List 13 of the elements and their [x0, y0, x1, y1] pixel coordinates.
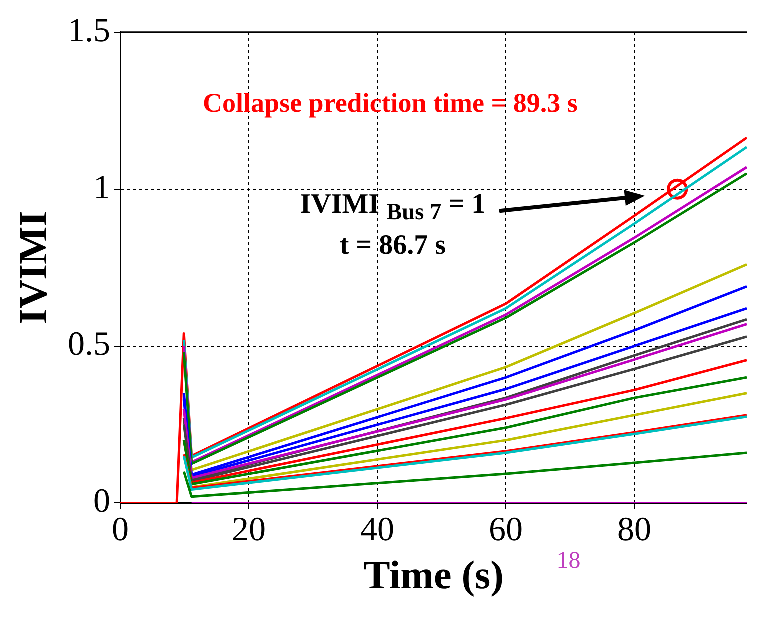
- y-tick-label: 0: [94, 483, 110, 520]
- x-axis-title: Time (s): [364, 552, 504, 598]
- x-tick-label: 80: [618, 512, 652, 549]
- text: 18: [556, 547, 582, 576]
- y-tick-label: 1.5: [68, 12, 110, 50]
- x-tick-label: 60: [489, 512, 524, 549]
- x-tick-label: 20: [232, 512, 266, 549]
- y-tick-label: 0.5: [68, 326, 110, 364]
- annotation: IVIMI $_{Bus 7}$ = 1 t = 86.7 s: [299, 188, 487, 264]
- annotation: Collapse prediction time = 89.3 s: [202, 87, 579, 120]
- x-tick-label: 40: [360, 512, 395, 549]
- y-axis-title: IVIMI: [10, 211, 56, 324]
- y-tick-label: 1: [94, 169, 110, 206]
